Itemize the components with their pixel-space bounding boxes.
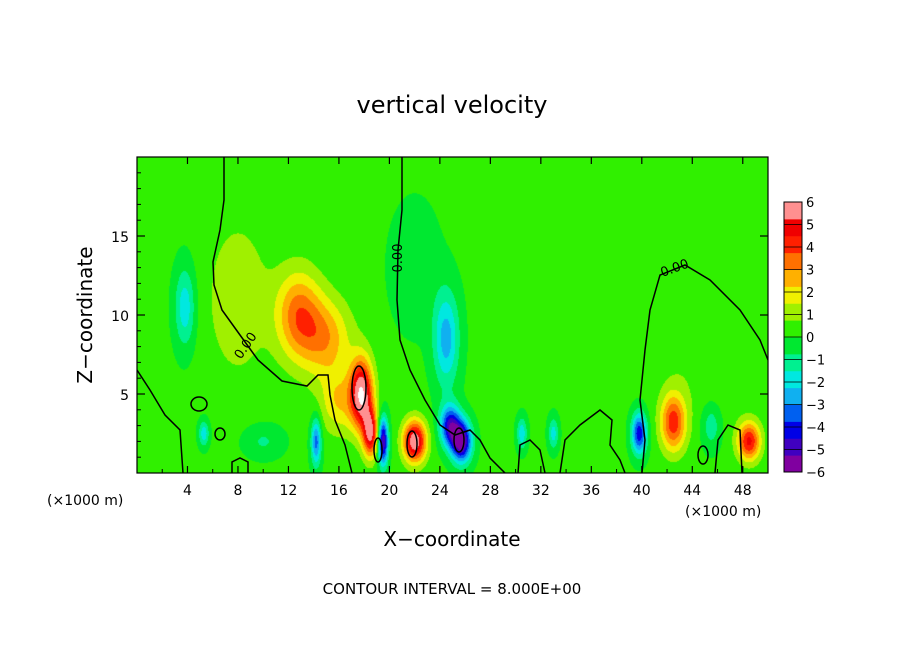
colorbar-swatch bbox=[784, 421, 802, 439]
colorbar-label: −6 bbox=[806, 466, 825, 481]
contour-interval-note: CONTOUR INTERVAL = 8.000E+00 bbox=[323, 580, 582, 598]
colorbar-label: 3 bbox=[806, 264, 814, 279]
x-tick-label: 32 bbox=[532, 483, 550, 499]
colorbar-label: −2 bbox=[806, 376, 825, 391]
colorbar: 6 5 4 3 2 1 0 −1 −2 −3 −4 −5 −6 bbox=[783, 196, 825, 481]
colorbar-swatch bbox=[784, 235, 802, 254]
colorbar-label: −4 bbox=[806, 421, 825, 436]
colorbar-label: 4 bbox=[806, 241, 814, 256]
colorbar-swatch bbox=[784, 320, 802, 338]
colorbar-label: 5 bbox=[806, 219, 814, 234]
colorbar-swatch bbox=[784, 438, 802, 456]
contour-line bbox=[714, 424, 743, 473]
x-tick-label: 20 bbox=[380, 483, 398, 499]
x-tick-label: 12 bbox=[280, 483, 298, 499]
colorbar-swatch bbox=[784, 455, 802, 473]
contour-loop bbox=[406, 430, 418, 458]
x-axis-title: X−coordinate bbox=[383, 527, 520, 551]
x-tick-label: 28 bbox=[481, 483, 499, 499]
x-tick-label: 8 bbox=[233, 483, 242, 499]
colorbar-swatch bbox=[784, 370, 802, 389]
colorbar-label: −1 bbox=[806, 354, 825, 369]
colorbar-swatch bbox=[784, 218, 802, 237]
colorbar-swatch bbox=[784, 337, 802, 355]
y-tick-label: 15 bbox=[111, 230, 129, 246]
x-tick-label: 4 bbox=[183, 483, 192, 499]
x-axis: 4 8 12 16 20 24 28 32 36 40 44 48 bbox=[161, 157, 752, 499]
contour-loop bbox=[373, 437, 383, 463]
contour-line bbox=[517, 439, 546, 473]
contour-line bbox=[137, 369, 184, 473]
chart-title: vertical velocity bbox=[357, 91, 548, 119]
colorbar-label: −5 bbox=[806, 444, 825, 459]
colorbar-label: 2 bbox=[806, 286, 814, 301]
colorbar-swatch bbox=[784, 404, 802, 422]
colorbar-label: 0 bbox=[806, 331, 814, 346]
contour-line bbox=[231, 457, 249, 473]
colorbar-swatch bbox=[784, 303, 802, 321]
plot-area bbox=[136, 156, 769, 474]
x-tick-label: 16 bbox=[330, 483, 348, 499]
x-tick-label: 24 bbox=[431, 483, 449, 499]
x-tick-label: 36 bbox=[582, 483, 600, 499]
vertical-velocity-field bbox=[137, 157, 768, 473]
colorbar-swatch bbox=[784, 252, 802, 270]
colorbar-swatch bbox=[784, 387, 802, 405]
y-axis: 5 10 15 bbox=[111, 172, 768, 458]
contour-loop bbox=[351, 365, 367, 411]
colorbar-swatch bbox=[784, 286, 802, 304]
x-unit-left: (×1000 m) bbox=[47, 493, 123, 509]
contour-line bbox=[396, 157, 506, 473]
contour-label: 0.00 bbox=[391, 244, 406, 273]
contour-loop bbox=[214, 427, 226, 441]
colorbar-swatch bbox=[784, 269, 802, 287]
contour-loop bbox=[453, 427, 465, 453]
x-tick-label: 44 bbox=[683, 483, 701, 499]
y-tick-label: 5 bbox=[120, 388, 129, 404]
contour-loop bbox=[190, 396, 208, 412]
contour-loop bbox=[697, 445, 709, 465]
x-tick-label: 40 bbox=[633, 483, 651, 499]
colorbar-swatch bbox=[784, 202, 802, 220]
contour-line bbox=[639, 264, 768, 473]
y-axis-title: Z−coordinate bbox=[73, 246, 97, 383]
contour-line bbox=[212, 157, 353, 473]
x-tick-label: 48 bbox=[734, 483, 752, 499]
colorbar-label: −3 bbox=[806, 399, 825, 414]
colorbar-label: 1 bbox=[806, 309, 814, 324]
contour-line bbox=[559, 409, 626, 473]
colorbar-swatch bbox=[784, 353, 802, 372]
zero-contour-lines bbox=[137, 157, 768, 473]
y-tick-label: 10 bbox=[111, 309, 129, 325]
x-unit-right: (×1000 m) bbox=[685, 504, 761, 520]
colorbar-label: 6 bbox=[806, 196, 814, 211]
